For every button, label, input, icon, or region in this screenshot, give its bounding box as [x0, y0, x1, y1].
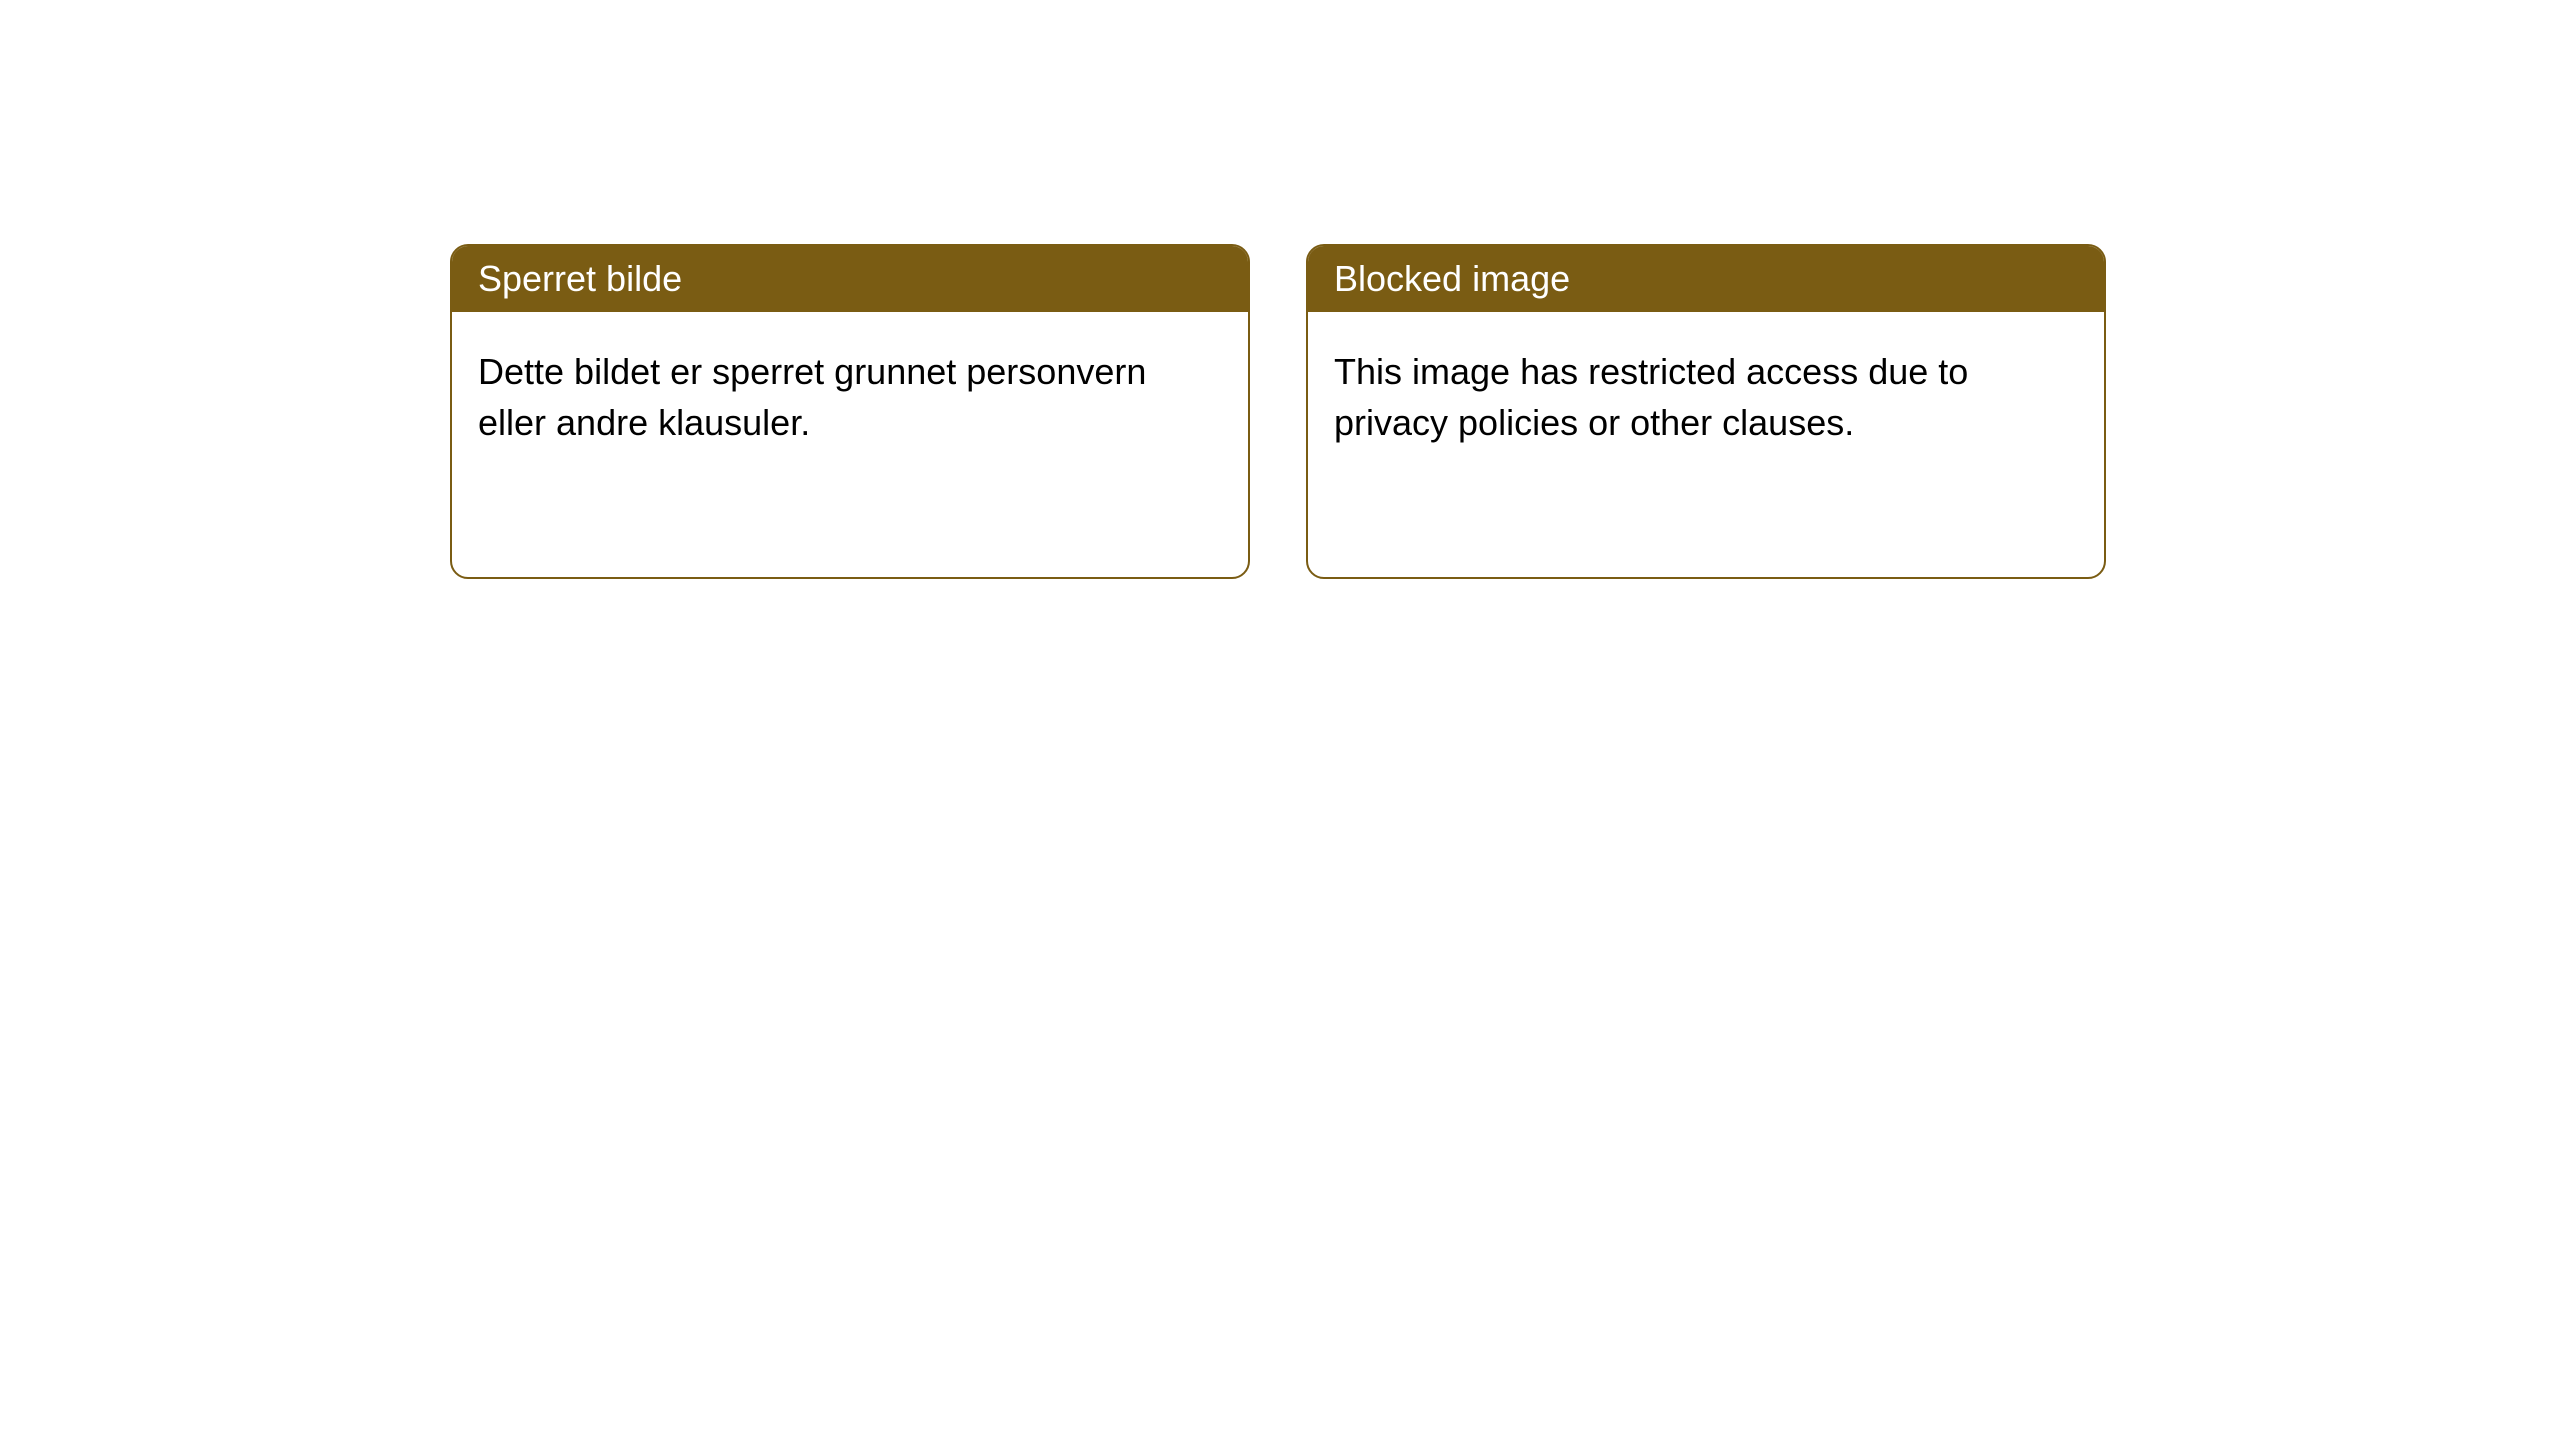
- notice-card-english: Blocked image This image has restricted …: [1306, 244, 2106, 579]
- notice-header-norwegian: Sperret bilde: [452, 246, 1248, 312]
- notice-container: Sperret bilde Dette bildet er sperret gr…: [0, 0, 2560, 579]
- notice-header-english: Blocked image: [1308, 246, 2104, 312]
- notice-body-english: This image has restricted access due to …: [1308, 312, 2104, 482]
- notice-body-norwegian: Dette bildet er sperret grunnet personve…: [452, 312, 1248, 482]
- notice-card-norwegian: Sperret bilde Dette bildet er sperret gr…: [450, 244, 1250, 579]
